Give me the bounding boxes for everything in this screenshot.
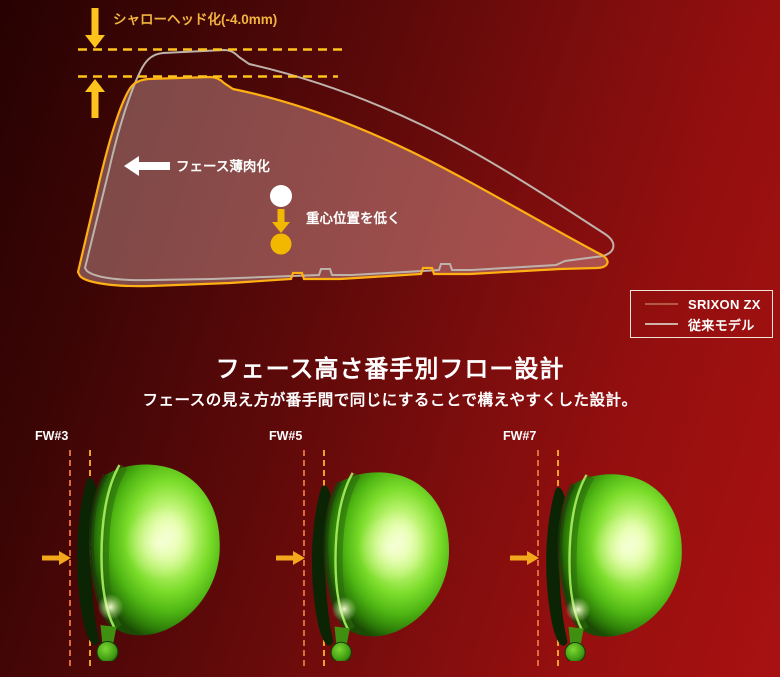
shallow-up-arrow-icon — [85, 79, 105, 118]
srixon-line-swatch — [645, 303, 678, 305]
fw-panel: FW#3 — [2, 425, 237, 677]
shallow-down-arrow-icon — [85, 8, 105, 48]
legend-item-conventional: 従来モデル — [645, 316, 772, 333]
section-title: フェース高さ番手別フロー設計 — [215, 356, 565, 383]
cog-white-dot — [270, 185, 292, 207]
thin-face-arrow-icon — [124, 156, 170, 176]
fw-panel: FW#7 — [470, 425, 705, 677]
fw-label: FW#3 — [35, 429, 69, 443]
srixon-head-fill — [78, 77, 608, 287]
legend: SRIXON ZX 従来モデル — [630, 290, 773, 338]
srixon-outline — [76, 75, 609, 288]
legend-label: SRIXON ZX — [688, 296, 761, 312]
legend-label: 従来モデル — [688, 317, 755, 333]
cog-down-arrow-icon — [272, 209, 290, 233]
cog-gold-dot — [270, 233, 292, 255]
section-subtitle: フェースの見え方が番手間で同じにすることで構えやすくした設計。 — [142, 392, 638, 409]
low-cog-label: 重心位置を低く — [306, 210, 401, 226]
face-height-right-arrow-icon — [510, 551, 539, 565]
fw-panel: FW#5 — [236, 425, 471, 677]
conventional-outline — [83, 48, 615, 282]
legend-item-srixon: SRIXON ZX — [645, 296, 772, 312]
conventional-line-swatch — [645, 323, 678, 325]
profile-diagram: シャローヘッド化(-4.0mm) フェース薄肉化 重心位置を低く — [76, 8, 615, 288]
thin-face-label: フェース薄肉化 — [176, 158, 270, 174]
club-head-image — [540, 471, 687, 661]
fw-label: FW#5 — [269, 429, 303, 443]
fw-label: FW#7 — [503, 429, 537, 443]
fw-panels: FW#3 FW#5 — [0, 425, 780, 677]
shallow-head-label: シャローヘッド化(-4.0mm) — [113, 11, 277, 27]
club-head-image — [70, 461, 225, 661]
face-height-right-arrow-icon — [276, 551, 305, 565]
face-height-right-arrow-icon — [42, 551, 71, 565]
club-head-image — [305, 469, 454, 661]
